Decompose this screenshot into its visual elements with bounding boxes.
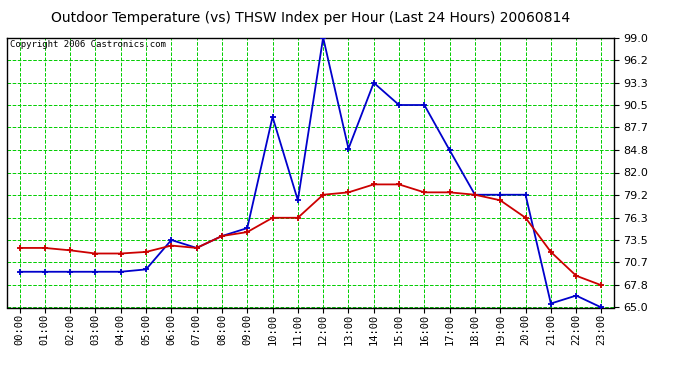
Text: Outdoor Temperature (vs) THSW Index per Hour (Last 24 Hours) 20060814: Outdoor Temperature (vs) THSW Index per … xyxy=(51,11,570,25)
Text: Copyright 2006 Castronics.com: Copyright 2006 Castronics.com xyxy=(10,40,166,49)
